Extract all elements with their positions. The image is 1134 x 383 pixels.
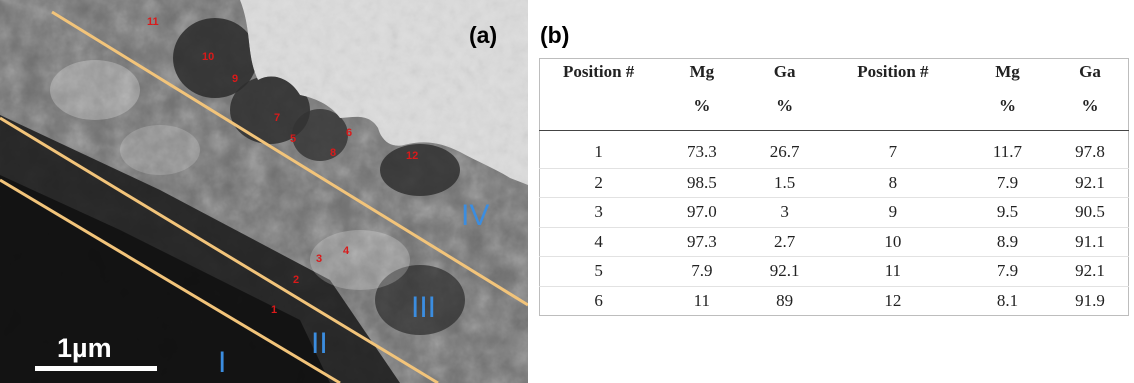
region-label: II <box>311 327 328 360</box>
header-row: Position # Mg Ga Position # Mg Ga <box>540 59 1129 97</box>
table-body: 1 73.3 26.7 7 11.7 97.8 2 98.5 1.5 8 7.9… <box>540 131 1129 316</box>
unit-ga-right: % <box>1052 96 1128 131</box>
table-cell: 4 <box>540 227 658 256</box>
header-mg-right: Mg <box>963 59 1052 97</box>
table-cell: 92.1 <box>1052 168 1128 197</box>
table-cell: 3 <box>540 198 658 227</box>
header-ga-right: Ga <box>1052 59 1128 97</box>
table-cell: 92.1 <box>746 257 822 286</box>
table-cell: 8 <box>823 168 963 197</box>
header-mg-left: Mg <box>657 59 746 97</box>
table-cell: 6 <box>540 286 658 315</box>
table-cell: 11 <box>823 257 963 286</box>
table-cell: 97.3 <box>657 227 746 256</box>
table-cell: 2.7 <box>746 227 822 256</box>
table-cell: 92.1 <box>1052 257 1128 286</box>
header-ga-left: Ga <box>746 59 822 97</box>
point-label: 12 <box>406 150 418 162</box>
table-cell: 11 <box>657 286 746 315</box>
composition-table: Position # Mg Ga Position # Mg Ga % % % … <box>539 58 1129 316</box>
point-label: 3 <box>316 253 322 265</box>
table-cell: 97.0 <box>657 198 746 227</box>
point-label: 7 <box>274 112 280 124</box>
point-label: 4 <box>343 245 350 257</box>
table-cell: 7.9 <box>963 168 1052 197</box>
table-row: 1 73.3 26.7 7 11.7 97.8 <box>540 131 1129 169</box>
table-row: 2 98.5 1.5 8 7.9 92.1 <box>540 168 1129 197</box>
point-label: 5 <box>290 133 296 145</box>
point-label: 9 <box>232 73 238 85</box>
table-cell: 26.7 <box>746 131 822 169</box>
table-cell: 7.9 <box>963 257 1052 286</box>
table-row: 6 11 89 12 8.1 91.9 <box>540 286 1129 315</box>
table-cell: 97.8 <box>1052 131 1128 169</box>
unit-ga-left: % <box>746 96 822 131</box>
table-row: 4 97.3 2.7 10 8.9 91.1 <box>540 227 1129 256</box>
panel-b-label: (b) <box>540 22 569 49</box>
table-cell: 10 <box>823 227 963 256</box>
table-cell: 12 <box>823 286 963 315</box>
table-cell: 7 <box>823 131 963 169</box>
table-cell: 73.3 <box>657 131 746 169</box>
table-cell: 98.5 <box>657 168 746 197</box>
table-cell: 1.5 <box>746 168 822 197</box>
table-cell: 8.1 <box>963 286 1052 315</box>
table-cell: 9 <box>823 198 963 227</box>
point-label: 10 <box>202 51 214 63</box>
table-cell: 2 <box>540 168 658 197</box>
panel-a-label: (a) <box>469 22 497 49</box>
table-cell: 5 <box>540 257 658 286</box>
unit-row: % % % % <box>540 96 1129 131</box>
point-label: 11 <box>147 16 159 28</box>
unit-mg-right: % <box>963 96 1052 131</box>
table-cell: 1 <box>540 131 658 169</box>
table-cell: 7.9 <box>657 257 746 286</box>
table-cell: 9.5 <box>963 198 1052 227</box>
composition-table-wrapper: Position # Mg Ga Position # Mg Ga % % % … <box>539 58 1129 316</box>
table-cell: 3 <box>746 198 822 227</box>
table-cell: 90.5 <box>1052 198 1128 227</box>
point-label: 6 <box>346 127 352 139</box>
table-cell: 91.9 <box>1052 286 1128 315</box>
table-cell: 91.1 <box>1052 227 1128 256</box>
table-cell: 11.7 <box>963 131 1052 169</box>
point-label: 8 <box>330 147 336 159</box>
table-cell: 8.9 <box>963 227 1052 256</box>
table-row: 3 97.0 3 9 9.5 90.5 <box>540 198 1129 227</box>
scale-bar-label: 1µm <box>57 333 112 363</box>
region-label: III <box>411 291 436 324</box>
unit-mg-left: % <box>657 96 746 131</box>
point-label: 1 <box>271 304 277 316</box>
table-row: 5 7.9 92.1 11 7.9 92.1 <box>540 257 1129 286</box>
table-cell: 89 <box>746 286 822 315</box>
region-label: I <box>218 346 226 379</box>
header-position-right: Position # <box>823 59 963 97</box>
tem-micrograph-panel: 1 2 3 4 5 6 7 8 9 10 11 12 I II III IV 1… <box>0 0 528 383</box>
region-label: IV <box>461 199 489 232</box>
tem-micrograph: 1 2 3 4 5 6 7 8 9 10 11 12 I II III IV 1… <box>0 0 528 383</box>
point-label: 2 <box>293 274 299 286</box>
header-position-left: Position # <box>540 59 658 97</box>
scale-bar <box>35 366 157 371</box>
